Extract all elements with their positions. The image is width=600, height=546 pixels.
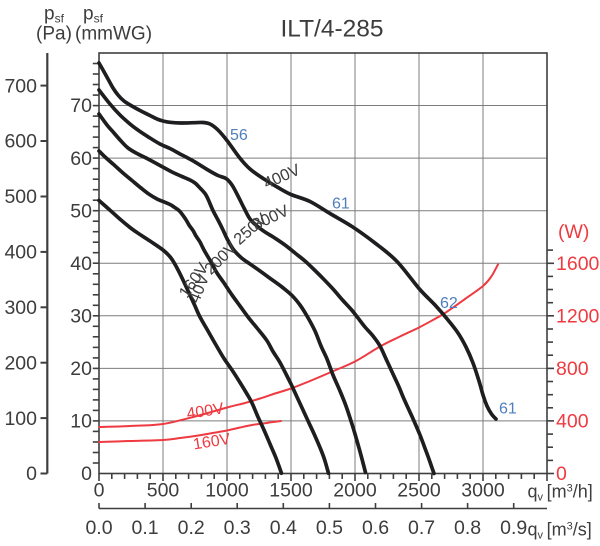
svg-text:1200: 1200: [556, 306, 600, 328]
svg-text:300: 300: [4, 297, 37, 319]
svg-text:30: 30: [70, 306, 92, 328]
svg-text:(mmWG): (mmWG): [75, 24, 152, 45]
svg-text:1500: 1500: [269, 480, 313, 502]
svg-text:qv [m3/h]: qv [m3/h]: [528, 482, 593, 504]
svg-text:10: 10: [70, 411, 92, 433]
svg-text:0: 0: [26, 463, 37, 485]
svg-text:100: 100: [4, 408, 37, 430]
svg-text:0: 0: [81, 463, 92, 485]
svg-text:ILT/4-285: ILT/4-285: [280, 16, 383, 43]
svg-text:(W): (W): [558, 221, 589, 243]
svg-text:(Pa): (Pa): [36, 24, 72, 45]
svg-text:0.9: 0.9: [500, 517, 527, 539]
svg-text:0.0: 0.0: [85, 517, 112, 539]
svg-text:70: 70: [70, 95, 92, 117]
svg-text:600: 600: [4, 131, 37, 153]
svg-text:0.8: 0.8: [454, 517, 481, 539]
svg-text:1600: 1600: [556, 253, 600, 275]
svg-text:500: 500: [4, 186, 37, 208]
svg-text:56: 56: [230, 127, 248, 144]
svg-text:0.5: 0.5: [316, 517, 343, 539]
svg-text:1000: 1000: [205, 480, 249, 502]
svg-text:500: 500: [147, 480, 180, 502]
svg-text:61: 61: [499, 401, 517, 418]
svg-text:400: 400: [556, 411, 589, 433]
svg-text:60: 60: [70, 148, 92, 170]
svg-text:0.6: 0.6: [362, 517, 389, 539]
svg-text:400: 400: [4, 242, 37, 264]
svg-text:40: 40: [70, 253, 92, 275]
svg-text:800: 800: [556, 358, 589, 380]
svg-text:20: 20: [70, 358, 92, 380]
svg-text:0.7: 0.7: [408, 517, 435, 539]
svg-text:160V: 160V: [192, 431, 232, 454]
svg-text:0.1: 0.1: [132, 517, 159, 539]
svg-text:700: 700: [4, 75, 37, 97]
svg-text:0.3: 0.3: [224, 517, 251, 539]
svg-text:400V: 400V: [185, 400, 225, 423]
svg-text:0.4: 0.4: [270, 517, 297, 539]
svg-text:2500: 2500: [397, 480, 441, 502]
svg-text:0: 0: [94, 480, 105, 502]
svg-text:50: 50: [70, 200, 92, 222]
svg-text:0.2: 0.2: [178, 517, 205, 539]
svg-text:0: 0: [556, 463, 567, 485]
svg-text:62: 62: [440, 295, 458, 312]
svg-text:2000: 2000: [333, 480, 377, 502]
svg-text:61: 61: [332, 196, 350, 213]
svg-text:qv [m3/s]: qv [m3/s]: [528, 520, 592, 542]
svg-text:3000: 3000: [461, 480, 505, 502]
svg-text:200: 200: [4, 352, 37, 374]
